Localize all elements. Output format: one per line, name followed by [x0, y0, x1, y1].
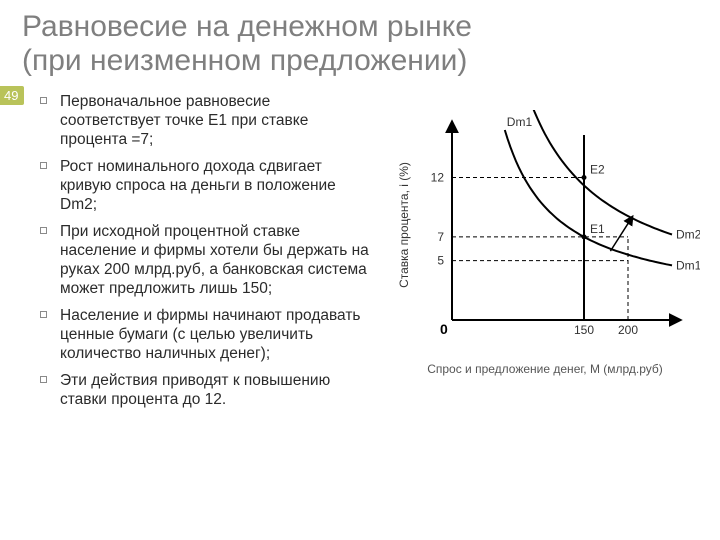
- bullet-item: Первоначальное равновесие соответствует …: [40, 92, 370, 149]
- bullet-text: Первоначальное равновесие соответствует …: [60, 93, 308, 148]
- bullet-text: При исходной процентной ставке население…: [60, 223, 369, 297]
- bullet-list: Первоначальное равновесие соответствует …: [40, 92, 370, 417]
- bullet-text: Рост номинального дохода сдвигает кривую…: [60, 158, 336, 213]
- bullet-item: Рост номинального дохода сдвигает кривую…: [40, 157, 370, 214]
- svg-text:Dm1: Dm1: [507, 115, 533, 129]
- chart-caption: Спрос и предложение денег, M (млрд.руб): [390, 362, 700, 376]
- svg-text:Ставка процента, i (%): Ставка процента, i (%): [397, 162, 411, 288]
- bullet-item: Население и фирмы начинают продавать цен…: [40, 306, 370, 363]
- svg-text:200: 200: [618, 323, 638, 337]
- title-line1: Равновесие на денежном рынке: [22, 10, 472, 43]
- bullet-text: Эти действия приводят к повышению ставки…: [60, 372, 330, 408]
- svg-text:7: 7: [437, 230, 444, 244]
- svg-text:5: 5: [437, 254, 444, 268]
- svg-text:12: 12: [431, 171, 445, 185]
- svg-text:Dm1: Dm1: [676, 258, 700, 272]
- svg-text:Dm2: Dm2: [676, 228, 700, 242]
- title-line2: (при неизменном предложении): [22, 44, 467, 77]
- bullet-text: Население и фирмы начинают продавать цен…: [60, 307, 361, 362]
- slide: Равновесие на денежном рынке (при неизме…: [0, 0, 720, 540]
- bullet-item: При исходной процентной ставке население…: [40, 222, 370, 298]
- svg-text:E1: E1: [590, 222, 605, 236]
- svg-text:E2: E2: [590, 163, 605, 177]
- svg-text:0: 0: [440, 321, 448, 337]
- svg-text:150: 150: [574, 323, 594, 337]
- page-number-badge: 49: [0, 86, 24, 105]
- chart: 0Ставка процента, i (%)Dm1Dm2Dm1Dm257121…: [390, 110, 700, 390]
- bullet-item: Эти действия приводят к повышению ставки…: [40, 371, 370, 409]
- slide-title: Равновесие на денежном рынке (при неизме…: [22, 10, 698, 78]
